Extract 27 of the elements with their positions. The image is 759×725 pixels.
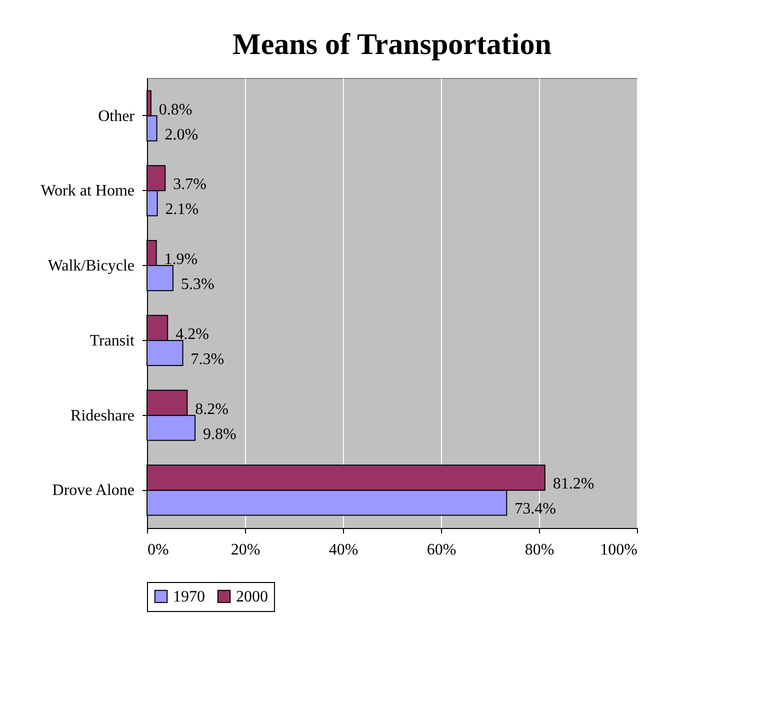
y-tick-label: Work at Home — [40, 182, 134, 200]
data-label: 7.3% — [190, 350, 224, 368]
chart-title: Means of Transportation — [232, 28, 552, 61]
y-tick-label: Transit — [90, 332, 136, 350]
x-tick-label: 20% — [230, 542, 260, 558]
x-tick-label: 80% — [524, 542, 554, 558]
x-tick-label: 0% — [148, 542, 169, 558]
data-label: 4.2% — [176, 326, 209, 343]
y-tick-label: Drove Alone — [52, 482, 134, 500]
y-tick-label: Rideshare — [70, 407, 134, 424]
legend-label: 2000 — [236, 588, 268, 606]
data-label: 9.8% — [203, 426, 236, 443]
legend-label: 1970 — [173, 588, 205, 606]
data-label: 5.3% — [180, 276, 214, 294]
data-label: 2.1% — [165, 201, 199, 218]
x-tick-label: 60% — [426, 542, 456, 558]
y-tick-label: Other — [98, 108, 136, 125]
data-label: 81.2% — [552, 476, 594, 493]
data-label: 8.2% — [195, 400, 229, 418]
y-tick-label: Walk/Bicycle — [48, 258, 134, 275]
x-tick-label: 40% — [328, 542, 358, 558]
data-label: 73.4% — [514, 500, 556, 518]
x-tick-label: 100% — [600, 542, 638, 558]
data-label: 0.8% — [158, 101, 192, 118]
data-label: 2.0% — [164, 126, 198, 144]
data-label: 3.7% — [173, 176, 206, 194]
data-label: 1.9% — [164, 251, 198, 268]
